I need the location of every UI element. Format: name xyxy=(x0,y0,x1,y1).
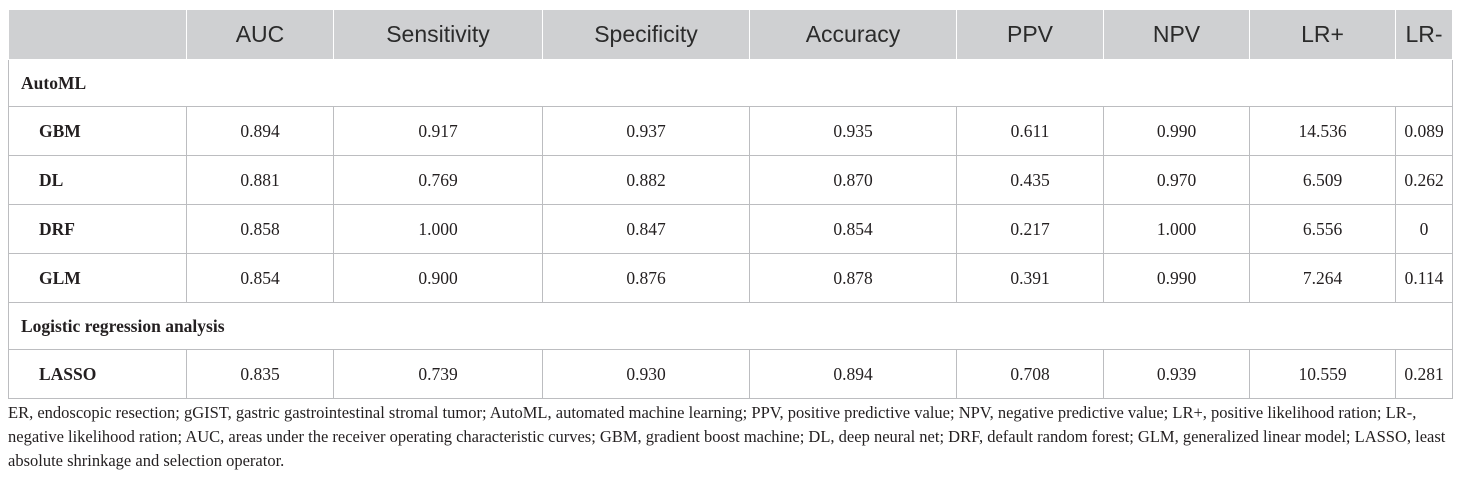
cell-sensitivity: 0.900 xyxy=(333,253,543,303)
table-row: DL 0.881 0.769 0.882 0.870 0.435 0.970 6… xyxy=(8,155,1453,205)
header-cell-ppv: PPV xyxy=(956,9,1104,60)
cell-lr-plus: 6.509 xyxy=(1249,155,1396,205)
cell-accuracy: 0.854 xyxy=(749,204,957,254)
table-row: LASSO 0.835 0.739 0.930 0.894 0.708 0.93… xyxy=(8,349,1453,399)
model-name: DRF xyxy=(8,204,187,254)
model-name: DL xyxy=(8,155,187,205)
cell-lr-minus: 0.114 xyxy=(1395,253,1453,303)
cell-accuracy: 0.935 xyxy=(749,106,957,156)
cell-lr-minus: 0 xyxy=(1395,204,1453,254)
cell-specificity: 0.930 xyxy=(542,349,750,399)
cell-accuracy: 0.870 xyxy=(749,155,957,205)
section-title: AutoML xyxy=(8,59,1453,107)
cell-auc: 0.881 xyxy=(186,155,334,205)
table-row: DRF 0.858 1.000 0.847 0.854 0.217 1.000 … xyxy=(8,204,1453,254)
cell-npv: 0.939 xyxy=(1103,349,1250,399)
header-cell-accuracy: Accuracy xyxy=(749,9,957,60)
section-title: Logistic regression analysis xyxy=(8,302,1453,350)
header-cell-empty xyxy=(8,9,187,60)
section-row-logistic-regression: Logistic regression analysis xyxy=(8,302,1453,350)
table-row: GLM 0.854 0.900 0.876 0.878 0.391 0.990 … xyxy=(8,253,1453,303)
cell-specificity: 0.882 xyxy=(542,155,750,205)
cell-lr-plus: 7.264 xyxy=(1249,253,1396,303)
section-row-automl: AutoML xyxy=(8,59,1453,107)
cell-specificity: 0.876 xyxy=(542,253,750,303)
cell-ppv: 0.435 xyxy=(956,155,1104,205)
header-cell-specificity: Specificity xyxy=(542,9,750,60)
cell-lr-minus: 0.262 xyxy=(1395,155,1453,205)
cell-ppv: 0.611 xyxy=(956,106,1104,156)
cell-sensitivity: 0.769 xyxy=(333,155,543,205)
cell-lr-plus: 14.536 xyxy=(1249,106,1396,156)
header-cell-lr-minus: LR- xyxy=(1395,9,1453,60)
header-cell-npv: NPV xyxy=(1103,9,1250,60)
cell-ppv: 0.708 xyxy=(956,349,1104,399)
cell-auc: 0.835 xyxy=(186,349,334,399)
cell-lr-minus: 0.089 xyxy=(1395,106,1453,156)
cell-sensitivity: 0.917 xyxy=(333,106,543,156)
model-name: GLM xyxy=(8,253,187,303)
cell-lr-plus: 6.556 xyxy=(1249,204,1396,254)
model-name: GBM xyxy=(8,106,187,156)
cell-npv: 0.990 xyxy=(1103,253,1250,303)
cell-npv: 0.970 xyxy=(1103,155,1250,205)
table-body: AutoML GBM 0.894 0.917 0.937 0.935 0.611… xyxy=(8,59,1453,399)
cell-auc: 0.854 xyxy=(186,253,334,303)
header-cell-lr-plus: LR+ xyxy=(1249,9,1396,60)
table-header: AUC Sensitivity Specificity Accuracy PPV… xyxy=(8,9,1453,60)
cell-lr-minus: 0.281 xyxy=(1395,349,1453,399)
cell-ppv: 0.217 xyxy=(956,204,1104,254)
results-table-container: AUC Sensitivity Specificity Accuracy PPV… xyxy=(8,9,1453,399)
cell-specificity: 0.937 xyxy=(542,106,750,156)
cell-auc: 0.894 xyxy=(186,106,334,156)
cell-sensitivity: 0.739 xyxy=(333,349,543,399)
cell-npv: 1.000 xyxy=(1103,204,1250,254)
table-footnote: ER, endoscopic resection; gGIST, gastric… xyxy=(8,403,1446,470)
results-table: AUC Sensitivity Specificity Accuracy PPV… xyxy=(8,9,1453,399)
cell-specificity: 0.847 xyxy=(542,204,750,254)
cell-sensitivity: 1.000 xyxy=(333,204,543,254)
header-row: AUC Sensitivity Specificity Accuracy PPV… xyxy=(8,9,1453,60)
table-row: GBM 0.894 0.917 0.937 0.935 0.611 0.990 … xyxy=(8,106,1453,156)
cell-lr-plus: 10.559 xyxy=(1249,349,1396,399)
cell-auc: 0.858 xyxy=(186,204,334,254)
cell-ppv: 0.391 xyxy=(956,253,1104,303)
header-cell-sensitivity: Sensitivity xyxy=(333,9,543,60)
cell-accuracy: 0.894 xyxy=(749,349,957,399)
header-cell-auc: AUC xyxy=(186,9,334,60)
model-name: LASSO xyxy=(8,349,187,399)
cell-npv: 0.990 xyxy=(1103,106,1250,156)
cell-accuracy: 0.878 xyxy=(749,253,957,303)
